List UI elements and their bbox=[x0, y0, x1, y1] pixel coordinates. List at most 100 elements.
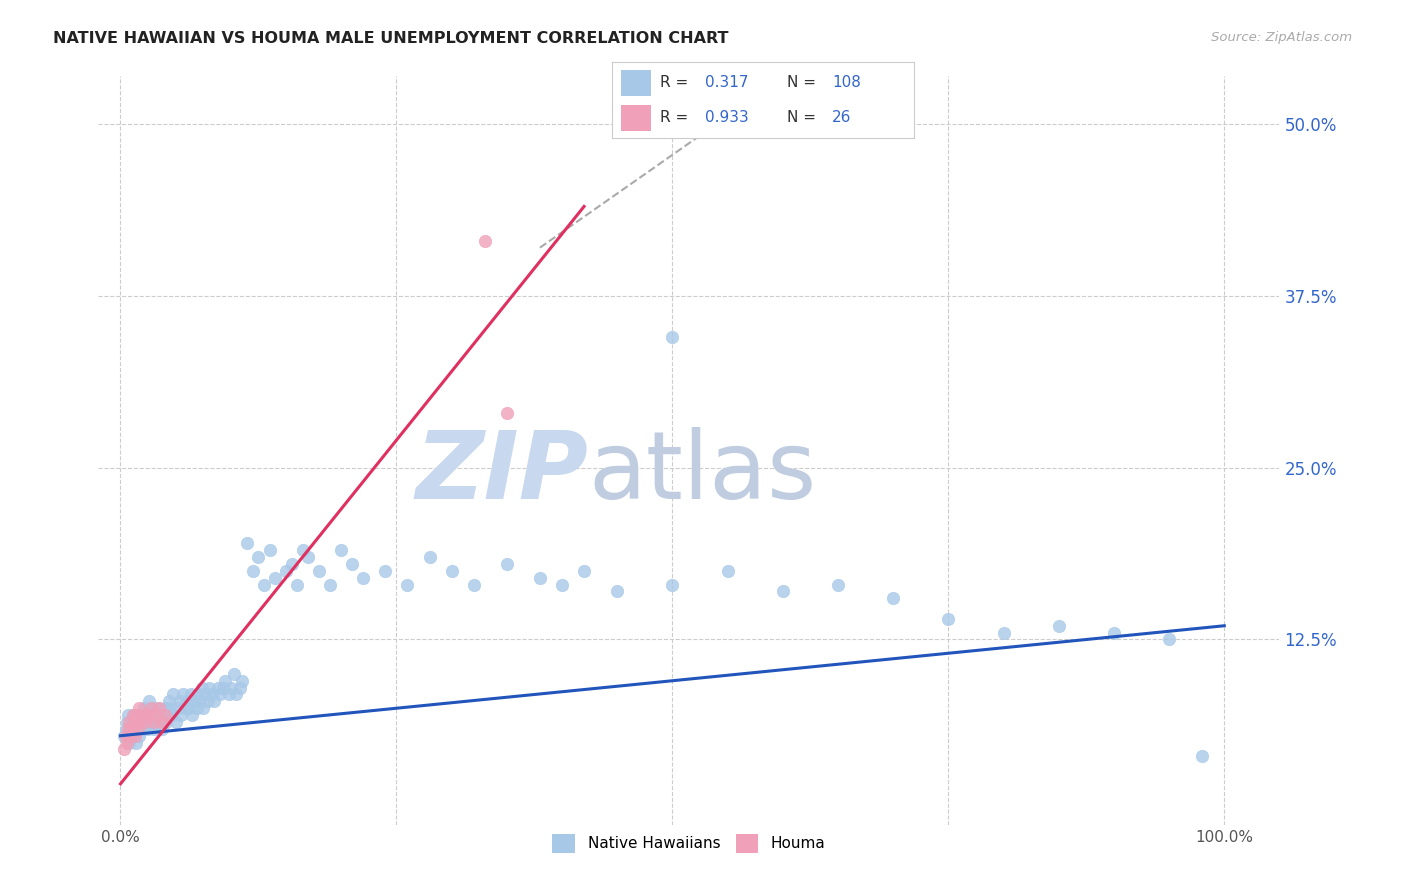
Point bbox=[141, 701, 163, 715]
Point bbox=[274, 564, 297, 578]
Point bbox=[159, 701, 181, 715]
Point bbox=[157, 694, 180, 708]
Point bbox=[197, 694, 219, 708]
Point bbox=[180, 688, 202, 702]
Point bbox=[115, 729, 138, 743]
Text: N =: N = bbox=[787, 76, 815, 90]
Point bbox=[191, 681, 214, 695]
Point bbox=[474, 234, 496, 248]
Point bbox=[117, 722, 139, 736]
Point bbox=[118, 736, 141, 750]
Point bbox=[153, 701, 176, 715]
Point bbox=[224, 666, 246, 681]
Text: R =: R = bbox=[659, 76, 688, 90]
Point bbox=[115, 714, 138, 729]
Point bbox=[259, 543, 281, 558]
Point bbox=[131, 708, 153, 723]
Point bbox=[936, 612, 959, 626]
Point bbox=[228, 681, 250, 695]
Point bbox=[136, 708, 159, 723]
Point bbox=[165, 714, 187, 729]
Point bbox=[253, 577, 276, 591]
Point bbox=[112, 742, 135, 756]
Point bbox=[152, 722, 174, 736]
Point bbox=[155, 714, 177, 729]
Point bbox=[208, 688, 231, 702]
Point bbox=[463, 577, 485, 591]
Point bbox=[138, 694, 160, 708]
Point bbox=[134, 714, 156, 729]
Point bbox=[176, 694, 198, 708]
Point bbox=[661, 330, 683, 344]
Point bbox=[134, 714, 156, 729]
Point bbox=[188, 694, 211, 708]
Point bbox=[225, 688, 247, 702]
Point bbox=[115, 722, 138, 736]
Point bbox=[121, 722, 143, 736]
Point bbox=[170, 708, 193, 723]
Point bbox=[125, 714, 148, 729]
Point bbox=[142, 714, 165, 729]
Point bbox=[495, 557, 517, 571]
Point bbox=[146, 701, 169, 715]
Point bbox=[661, 577, 683, 591]
Point bbox=[198, 681, 221, 695]
Text: 0.317: 0.317 bbox=[706, 76, 749, 90]
Point bbox=[115, 736, 138, 750]
Point bbox=[148, 714, 170, 729]
Point bbox=[187, 688, 209, 702]
Point bbox=[156, 708, 179, 723]
Point bbox=[146, 708, 169, 723]
Text: R =: R = bbox=[659, 111, 688, 125]
Point bbox=[120, 722, 142, 736]
Point bbox=[1157, 632, 1180, 647]
Point bbox=[125, 714, 148, 729]
Point bbox=[124, 722, 146, 736]
Point bbox=[572, 564, 595, 578]
Point bbox=[374, 564, 396, 578]
Point bbox=[167, 701, 190, 715]
Text: Source: ZipAtlas.com: Source: ZipAtlas.com bbox=[1212, 31, 1353, 45]
Point bbox=[141, 701, 163, 715]
Point bbox=[440, 564, 463, 578]
Point bbox=[181, 708, 204, 723]
Point bbox=[162, 688, 184, 702]
Point bbox=[125, 736, 148, 750]
Bar bbox=[620, 70, 651, 95]
Point bbox=[207, 681, 229, 695]
Point bbox=[148, 701, 170, 715]
Point bbox=[993, 625, 1015, 640]
Point bbox=[291, 543, 314, 558]
Point bbox=[139, 714, 162, 729]
Point bbox=[342, 557, 364, 571]
Point bbox=[124, 729, 146, 743]
Point bbox=[214, 673, 236, 688]
Point bbox=[183, 694, 205, 708]
Text: NATIVE HAWAIIAN VS HOUMA MALE UNEMPLOYMENT CORRELATION CHART: NATIVE HAWAIIAN VS HOUMA MALE UNEMPLOYME… bbox=[53, 31, 728, 46]
Point bbox=[297, 549, 319, 564]
Point bbox=[142, 722, 165, 736]
Point bbox=[264, 571, 287, 585]
Point bbox=[169, 694, 191, 708]
Text: 108: 108 bbox=[832, 76, 860, 90]
Point bbox=[1191, 749, 1213, 764]
Point bbox=[121, 708, 143, 723]
Point bbox=[231, 673, 253, 688]
Point bbox=[152, 714, 174, 729]
Point bbox=[122, 714, 145, 729]
Point bbox=[135, 708, 157, 723]
Point bbox=[285, 577, 308, 591]
Point bbox=[551, 577, 574, 591]
Text: 0.933: 0.933 bbox=[706, 111, 749, 125]
Point bbox=[118, 714, 141, 729]
Point bbox=[125, 708, 148, 723]
Point bbox=[1047, 619, 1070, 633]
Point bbox=[145, 708, 167, 723]
Point bbox=[219, 681, 242, 695]
Point bbox=[162, 708, 184, 723]
Point bbox=[352, 571, 374, 585]
Point bbox=[194, 688, 217, 702]
Point bbox=[247, 549, 270, 564]
Text: 26: 26 bbox=[832, 111, 852, 125]
Point bbox=[127, 722, 149, 736]
